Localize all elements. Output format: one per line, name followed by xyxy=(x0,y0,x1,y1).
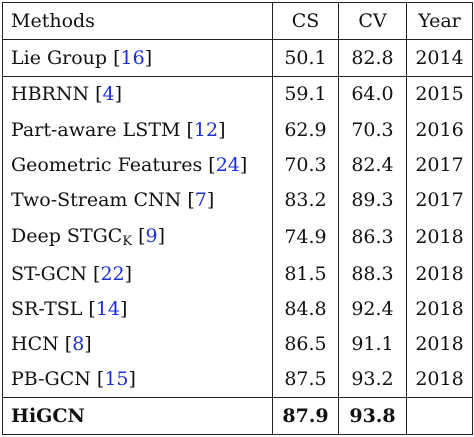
year-value xyxy=(407,398,473,435)
cs-value: 87.9 xyxy=(272,397,339,435)
year-value: 2018 xyxy=(406,361,473,399)
method-name: Lie Group xyxy=(11,46,108,69)
method-cell: Deep STGCK [9] xyxy=(2,217,273,257)
table-body: Lie Group [16] 50.1 82.8 2014 HBRNN [4] 59.1 6… xyxy=(2,39,473,399)
cs-value: 59.1 xyxy=(272,76,339,113)
method-name: Two-Stream CNN xyxy=(11,189,182,212)
cs-value: 87.5 xyxy=(272,361,339,399)
method-cell: HBRNN [4] xyxy=(2,76,273,113)
method-name: Part-aware LSTM xyxy=(11,118,181,141)
cv-value: 64.0 xyxy=(338,76,407,113)
cs-value: 50.1 xyxy=(272,39,339,77)
citation-link[interactable]: 24 xyxy=(215,153,240,176)
method-name: Geometric Features xyxy=(11,153,203,176)
year-value: 2017 xyxy=(415,153,464,176)
citation-link[interactable]: 4 xyxy=(102,83,115,106)
table-row: PB-GCN [15] 87.5 93.2 2018 xyxy=(2,361,473,399)
method-name: ST-GCN xyxy=(11,262,87,285)
method-cell: HCN [8] xyxy=(2,326,273,362)
citation-link[interactable]: 16 xyxy=(120,46,145,69)
table-row: ST-GCN [22] 81.5 88.3 2018 xyxy=(2,256,473,292)
cs-value: 74.9 xyxy=(272,217,339,257)
method-name: SR-TSL xyxy=(11,297,83,320)
year-value: 2014 xyxy=(406,39,473,77)
cv-value: 93.2 xyxy=(338,361,407,399)
table-row: Deep STGCK [9] 74.9 86.3 2018 xyxy=(2,217,473,257)
method-cell: Lie Group [16] xyxy=(2,39,273,77)
method-name: HBRNN xyxy=(11,83,90,106)
cs-value: 62.9 xyxy=(272,112,339,148)
method-name: HiGCN xyxy=(2,397,273,435)
header-year: Year xyxy=(406,2,473,40)
year-value: 2018 xyxy=(415,297,464,320)
table-row: HBRNN [4] 59.1 64.0 2015 xyxy=(2,76,473,113)
cv-value: 82.4 xyxy=(338,147,407,183)
year-value: 2018 xyxy=(415,225,464,248)
method-name: PB-GCN xyxy=(11,368,91,391)
year-value: 2018 xyxy=(415,262,464,285)
citation-link[interactable]: 15 xyxy=(104,368,129,391)
method-cell: Two-Stream CNN [7] xyxy=(2,182,273,218)
header-methods: Methods xyxy=(2,2,273,40)
header-cv: CV xyxy=(338,2,407,40)
citation-link[interactable]: 14 xyxy=(95,297,121,320)
cv-value: 93.8 xyxy=(338,397,407,435)
cs-value: 83.2 xyxy=(272,182,339,218)
method-cell: Part-aware LSTM [12] xyxy=(2,112,273,148)
table-row: Lie Group [16] 50.1 82.8 2014 xyxy=(2,39,473,77)
method-cell: Geometric Features [24] xyxy=(2,147,273,183)
table-row: Geometric Features [24] 70.3 82.4 2017 xyxy=(2,147,473,183)
cs-value: 81.5 xyxy=(272,256,339,292)
method-cell: PB-GCN [15] xyxy=(2,361,273,399)
method-name: Deep STGC xyxy=(11,224,123,247)
method-cell: SR-TSL [14] xyxy=(2,291,273,327)
year-value: 2018 xyxy=(415,333,464,355)
method-cell: ST-GCN [22] xyxy=(2,256,273,292)
citation-link[interactable]: 9 xyxy=(145,224,158,247)
citation-link[interactable]: 7 xyxy=(194,189,207,212)
table-row: HCN [8] 86.5 91.1 2018 xyxy=(2,326,473,362)
header-row: Methods CS CV Year xyxy=(2,2,473,40)
cv-value: 91.1 xyxy=(338,326,407,362)
cv-value: 89.3 xyxy=(338,182,407,218)
method-subscript: K xyxy=(122,233,133,249)
method-name: HCN xyxy=(11,333,59,355)
cv-value: 88.3 xyxy=(338,256,407,292)
cv-value: 82.8 xyxy=(338,39,407,77)
citation-link[interactable]: 8 xyxy=(72,333,85,355)
year-value: 2017 xyxy=(415,189,464,212)
cs-value: 86.5 xyxy=(272,326,339,362)
cv-value: 70.3 xyxy=(338,112,407,148)
cs-value: 84.8 xyxy=(272,291,339,327)
header-cs: CS xyxy=(272,2,339,40)
citation-link[interactable]: 22 xyxy=(100,262,125,285)
citation-link[interactable]: 12 xyxy=(193,118,219,141)
cv-value: 92.4 xyxy=(338,291,407,327)
cv-value: 86.3 xyxy=(338,217,407,257)
year-value: 2016 xyxy=(415,118,464,141)
table-row: SR-TSL [14] 84.8 92.4 2018 xyxy=(2,291,473,327)
year-value: 2015 xyxy=(415,83,464,106)
table-row-highlighted: HiGCN 87.9 93.8 xyxy=(2,397,473,435)
table-row: Two-Stream CNN [7] 83.2 89.3 2017 xyxy=(2,182,473,218)
cs-value: 70.3 xyxy=(272,147,339,183)
table-row: Part-aware LSTM [12] 62.9 70.3 2016 xyxy=(2,112,473,148)
